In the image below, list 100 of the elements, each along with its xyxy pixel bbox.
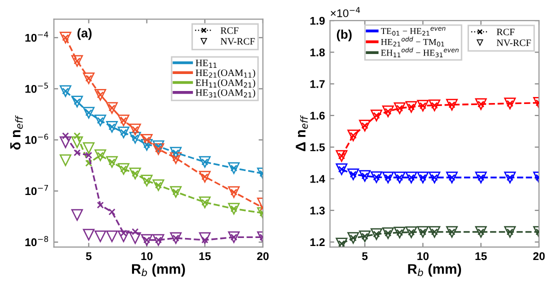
point [417,100,429,112]
annotation: NV-RCF [220,38,255,45]
point [71,136,83,148]
y-tick-label: 1.6 [310,112,325,120]
point [108,208,116,216]
legend-label: TE$_{01}$ − HE$_{21}$$^{even}$ [380,27,446,36]
point [359,120,371,132]
point [475,98,487,110]
y-tick-label: 1.8 [310,48,325,56]
x-tick-label: 20 [533,252,545,260]
point [60,136,72,148]
text: (a) [78,28,92,40]
point [94,89,106,101]
y-tick-label: 1.9 [310,16,325,25]
point [152,140,164,152]
point [96,202,104,209]
annotation: RCF [220,27,238,34]
point [85,152,92,159]
point [199,232,211,244]
point [140,139,153,151]
point [199,196,211,208]
point [446,172,458,184]
point [118,126,130,138]
legend-label: EH$_{11}$$^{odd}$ − HE$_{31}$$^{even}$ [381,47,459,58]
point [140,174,153,186]
point [347,168,360,180]
y-tick-label: 1.2 [310,238,325,246]
point [370,110,382,122]
x-tick-label: 15 [199,252,211,260]
point [394,102,406,114]
point [140,134,153,146]
point [106,156,118,168]
legend-label: HE$_{31}$(OAM$_{21}$) [196,89,256,98]
point [62,132,69,140]
legend-label: HE$_{21}$$^{odd}$ − TM$_{01}$ [381,36,444,46]
point [129,132,142,144]
legend-label: HE$_{21}$(OAM$_{11}$) [196,69,256,78]
point [152,143,164,155]
annotation: NV-RCF [496,40,531,46]
point [170,186,182,198]
legend-label: HE$_{11}$ [196,60,217,68]
point [129,124,142,136]
point [504,172,516,184]
point [359,170,371,182]
y-tick-label: 10$^{−6}$ [25,134,48,144]
point [118,163,130,175]
legend-label: EH$_{11}$(OAM$_{21}$) [196,79,256,88]
y-tick-label: 1.3 [310,206,325,215]
point [152,179,164,192]
point [170,232,182,244]
point [170,146,182,159]
point [118,230,130,242]
point [82,228,95,240]
x-tick-label: 5 [86,252,92,260]
point [94,149,106,162]
x-tick-label: 20 [257,252,269,260]
y-tick-label: 1.4 [310,175,326,183]
point [228,186,240,198]
point [60,154,72,166]
point [370,171,382,184]
y-axis-title: Δ n$_{eff}$ [296,115,308,152]
point [475,172,487,184]
x-tick-label: 10 [141,252,153,260]
point [336,150,348,162]
point [71,96,83,108]
text: (b) [336,30,352,42]
point [394,172,406,184]
point [129,232,142,244]
point [140,234,153,246]
y-tick-label: 10$^{−4}$ [25,32,48,42]
point [152,234,164,246]
annotation: RCF [496,28,514,36]
point [74,149,81,156]
point [71,209,83,221]
point [228,202,240,215]
point [74,132,81,140]
point [132,228,139,236]
point [82,106,95,119]
point [106,230,118,242]
x-axis-title: R$_{b}$ (mm) [408,264,462,277]
point [85,160,92,167]
x-tick-label: 15 [475,252,487,260]
point [94,114,106,126]
point [60,32,72,44]
y-tick-label: 10$^{−7}$ [25,185,48,196]
text: ×10$^{−4}$ [330,7,360,18]
y-tick-label: 10$^{−8}$ [25,236,48,246]
y-tick-label: 1.7 [310,80,325,88]
y-axis-title: δ n$_{eff}$ [10,115,23,150]
point [199,156,211,168]
point [417,172,429,184]
point [118,114,130,126]
y-tick-label: 1.5 [310,144,325,152]
point [199,170,211,183]
point [446,98,458,111]
point [228,162,240,174]
x-axis-title: R$_{b}$ (mm) [132,264,185,277]
point [94,230,106,242]
point [504,98,516,110]
point [71,55,83,67]
